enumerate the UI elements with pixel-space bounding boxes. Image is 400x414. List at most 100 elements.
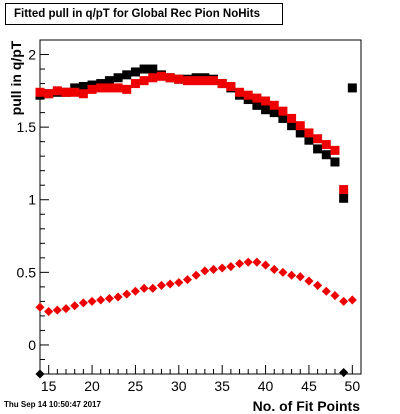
data-point — [35, 302, 45, 312]
data-point — [287, 121, 297, 131]
x-tick-label: 30 — [171, 378, 187, 394]
data-point — [243, 257, 253, 267]
data-point — [182, 275, 193, 285]
data-point — [278, 113, 288, 123]
data-point — [209, 76, 219, 86]
data-point — [287, 113, 297, 123]
data-point — [295, 272, 305, 282]
data-point — [339, 296, 349, 306]
data-point — [269, 100, 279, 110]
y-tick-label: 2 — [28, 47, 36, 63]
data-point — [330, 291, 340, 301]
x-tick-label: 50 — [345, 378, 361, 394]
data-point — [104, 76, 114, 86]
axis-tick-labels: 15 20 25 30 35 40 45 50 0 0.5 1 1.5 2 — [17, 47, 361, 394]
data-point — [226, 81, 236, 91]
data-point — [304, 135, 314, 145]
series-3 — [35, 368, 349, 379]
data-point — [235, 87, 245, 97]
data-point — [347, 83, 357, 93]
data-point — [148, 73, 158, 83]
data-point — [148, 283, 158, 293]
x-tick-label: 15 — [41, 378, 57, 394]
data-point — [261, 105, 271, 115]
data-point — [44, 89, 54, 99]
series-2 — [35, 257, 357, 317]
data-point — [78, 81, 88, 91]
data-point — [330, 157, 340, 167]
plot-frame — [39, 39, 362, 375]
data-point — [156, 71, 166, 81]
x-tick-label: 20 — [84, 378, 100, 394]
data-point — [156, 280, 166, 290]
data-point — [139, 64, 149, 74]
data-point — [200, 266, 210, 276]
data-point — [182, 76, 192, 86]
data-point — [61, 304, 71, 314]
data-point — [321, 140, 331, 150]
y-tick-label: 1 — [28, 192, 36, 208]
data-point — [165, 279, 175, 289]
data-point — [252, 100, 262, 110]
data-point — [295, 128, 305, 138]
data-point — [261, 96, 271, 106]
data-point — [44, 307, 54, 317]
data-point — [52, 86, 62, 96]
data-point — [35, 87, 45, 97]
data-point — [191, 270, 201, 280]
data-point — [122, 289, 132, 299]
data-point — [330, 145, 340, 155]
data-point — [304, 276, 314, 286]
data-point — [243, 90, 253, 100]
y-tick-label: 1.5 — [17, 119, 37, 135]
data-point — [217, 79, 227, 89]
x-tick-label: 35 — [214, 378, 230, 394]
data-point — [87, 84, 97, 94]
data-point — [261, 260, 271, 270]
data-point — [52, 305, 62, 315]
y-axis-label: pull in q/pT — [8, 40, 24, 115]
series-1 — [35, 71, 349, 195]
y-tick-label: 0 — [28, 337, 36, 353]
data-point — [287, 270, 297, 280]
x-tick-label: 40 — [258, 378, 274, 394]
data-point — [347, 295, 357, 305]
data-point — [87, 296, 97, 306]
data-point — [174, 74, 184, 84]
data-point — [130, 79, 140, 89]
data-point — [130, 286, 140, 296]
data-point — [321, 286, 331, 296]
data-point — [113, 73, 123, 83]
data-point — [122, 84, 132, 94]
data-point — [339, 193, 349, 203]
data-point — [208, 264, 219, 274]
data-point — [70, 301, 80, 311]
y-tick-label: 0.5 — [17, 264, 37, 280]
data-point — [139, 283, 149, 293]
data-point — [96, 83, 106, 93]
data-point — [139, 76, 149, 86]
data-point — [278, 267, 288, 277]
timestamp: Thu Sep 14 10:50:47 2017 — [4, 400, 101, 409]
data-point — [61, 87, 71, 97]
data-point — [113, 292, 123, 302]
data-point — [96, 295, 106, 305]
data-point — [217, 263, 227, 273]
data-point — [339, 368, 349, 378]
data-point — [191, 76, 201, 86]
data-point — [339, 185, 349, 195]
data-point — [304, 128, 314, 138]
data-point — [313, 144, 323, 154]
data-point — [313, 280, 323, 290]
axis-ticks — [39, 39, 362, 375]
x-tick-label: 25 — [128, 378, 144, 394]
data-point — [78, 89, 88, 99]
data-point — [321, 150, 331, 160]
data-point — [104, 83, 114, 93]
data-point — [269, 108, 279, 118]
chart-title: Fitted pull in q/pT for Global Rec Pion … — [5, 3, 283, 25]
data-point — [235, 259, 245, 269]
data-point — [148, 64, 158, 74]
data-point — [70, 87, 80, 97]
data-point — [122, 70, 132, 80]
